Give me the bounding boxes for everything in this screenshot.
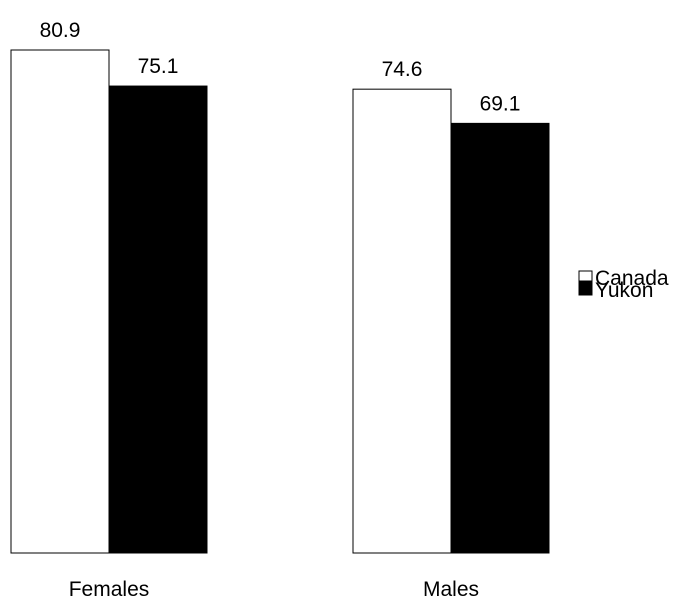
legend-label-canada: Canada	[595, 267, 669, 290]
data-labels-group: 80.9 75.1 74.6 69.1	[40, 19, 521, 115]
data-label-canada-males: 74.6	[382, 58, 423, 81]
bar-canada-males	[352, 88, 452, 554]
category-label-females: Females	[69, 578, 150, 600]
bar-yukon-females	[108, 85, 208, 554]
legend-swatch-yukon	[578, 280, 593, 296]
legend: Canada Yukon	[578, 267, 669, 302]
data-label-yukon-females: 75.1	[138, 55, 179, 78]
category-labels-group: Females Males	[69, 578, 479, 600]
bar-canada-females	[10, 49, 110, 554]
bars-group	[10, 49, 550, 554]
data-label-yukon-males: 69.1	[480, 92, 521, 115]
data-label-canada-females: 80.9	[40, 19, 81, 42]
bar-yukon-males	[450, 122, 550, 554]
legend-label-yukon: Yukon	[595, 279, 653, 302]
category-label-males: Males	[423, 578, 479, 600]
